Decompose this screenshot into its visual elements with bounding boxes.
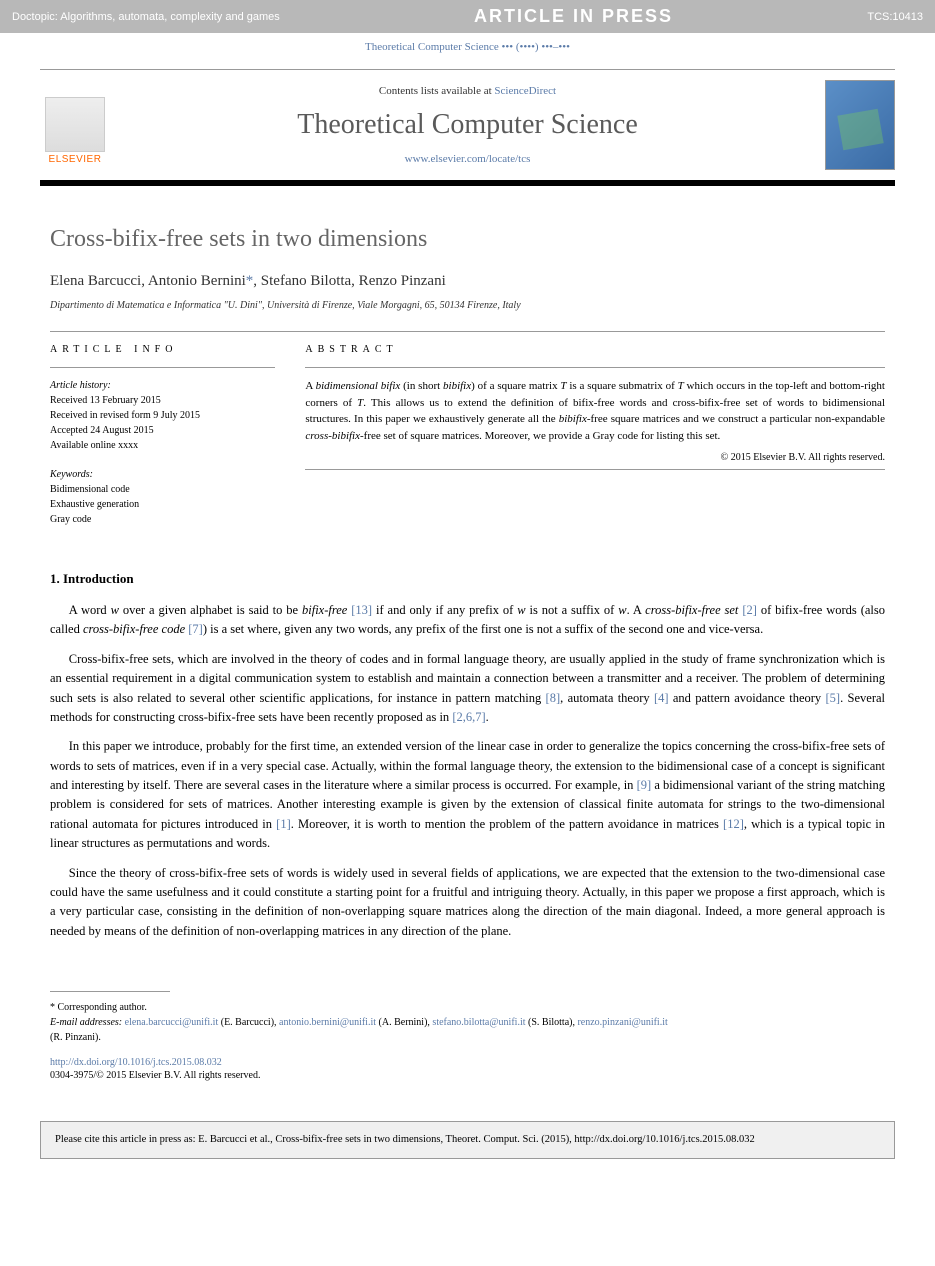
info-label: ARTICLE INFO	[50, 344, 275, 355]
ref-13[interactable]: [13]	[351, 603, 372, 617]
ref-9[interactable]: [9]	[637, 778, 652, 792]
press-banner: Doctopic: Algorithms, automata, complexi…	[0, 0, 935, 33]
journal-url: www.elsevier.com/locate/tcs	[110, 153, 825, 165]
article-status: ARTICLE IN PRESS	[280, 6, 868, 27]
intro-para-3: In this paper we introduce, probably for…	[50, 737, 885, 853]
ref-8[interactable]: [8]	[546, 691, 561, 705]
intro-para-4: Since the theory of cross-bifix-free set…	[50, 864, 885, 942]
corresponding-footnote: * Corresponding author.	[50, 1000, 885, 1015]
article-title: Cross-bifix-free sets in two dimensions	[50, 226, 885, 253]
email-barcucci[interactable]: elena.barcucci@unifi.it	[125, 1017, 219, 1028]
ref-1[interactable]: [1]	[276, 817, 291, 831]
journal-header: ELSEVIER Contents lists available at Sci…	[40, 69, 895, 180]
ref-7[interactable]: [7]	[188, 622, 203, 636]
footer-copyright: 0304-3975/© 2015 Elsevier B.V. All right…	[50, 1070, 885, 1081]
divider	[50, 331, 885, 332]
doi-line: http://dx.doi.org/10.1016/j.tcs.2015.08.…	[50, 1057, 885, 1068]
ref-2[interactable]: [2]	[742, 603, 757, 617]
contents-available: Contents lists available at ScienceDirec…	[110, 85, 825, 97]
affiliation: Dipartimento di Matematica e Informatica…	[50, 300, 885, 311]
ref-267[interactable]: [2,6,7]	[452, 710, 485, 724]
article-ref: TCS:10413	[867, 11, 923, 23]
journal-title: Theoretical Computer Science	[110, 109, 825, 141]
elsevier-logo[interactable]: ELSEVIER	[40, 85, 110, 165]
article-history: Article history: Received 13 February 20…	[50, 378, 275, 453]
citation-box: Please cite this article in press as: E.…	[40, 1121, 895, 1159]
intro-para-1: A word w over a given alphabet is said t…	[50, 601, 885, 640]
journal-cover-thumbnail[interactable]	[825, 80, 895, 170]
section-1-heading: 1. Introduction	[50, 571, 885, 587]
publisher-name: ELSEVIER	[49, 154, 102, 165]
article-info-column: ARTICLE INFO Article history: Received 1…	[50, 344, 275, 541]
sciencedirect-link[interactable]: ScienceDirect	[494, 85, 556, 97]
footnote-divider	[50, 991, 170, 992]
ref-4[interactable]: [4]	[654, 691, 669, 705]
doi-link[interactable]: http://dx.doi.org/10.1016/j.tcs.2015.08.…	[50, 1057, 222, 1068]
abstract-text: A bidimensional bifix (in short bibifix)…	[305, 378, 885, 444]
ref-12[interactable]: [12]	[723, 817, 744, 831]
email-bilotta[interactable]: stefano.bilotta@unifi.it	[432, 1017, 525, 1028]
authors-list: Elena Barcucci, Antonio Bernini*, Stefan…	[50, 273, 885, 290]
email-footnote: E-mail addresses: elena.barcucci@unifi.i…	[50, 1015, 885, 1045]
elsevier-tree-icon	[45, 97, 105, 152]
abstract-column: ABSTRACT A bidimensional bifix (in short…	[305, 344, 885, 541]
abstract-label: ABSTRACT	[305, 344, 885, 355]
email-bernini[interactable]: antonio.bernini@unifi.it	[279, 1017, 376, 1028]
abstract-copyright: © 2015 Elsevier B.V. All rights reserved…	[305, 452, 885, 463]
ref-5[interactable]: [5]	[826, 691, 841, 705]
journal-url-link[interactable]: www.elsevier.com/locate/tcs	[405, 153, 531, 165]
email-pinzani[interactable]: renzo.pinzani@unifi.it	[577, 1017, 667, 1028]
journal-ref-line: Theoretical Computer Science ••• (••••) …	[0, 33, 935, 61]
keywords: Keywords: Bidimensional code Exhaustive …	[50, 467, 275, 527]
doctopic-label: Doctopic: Algorithms, automata, complexi…	[12, 11, 280, 23]
intro-para-2: Cross-bifix-free sets, which are involve…	[50, 650, 885, 728]
